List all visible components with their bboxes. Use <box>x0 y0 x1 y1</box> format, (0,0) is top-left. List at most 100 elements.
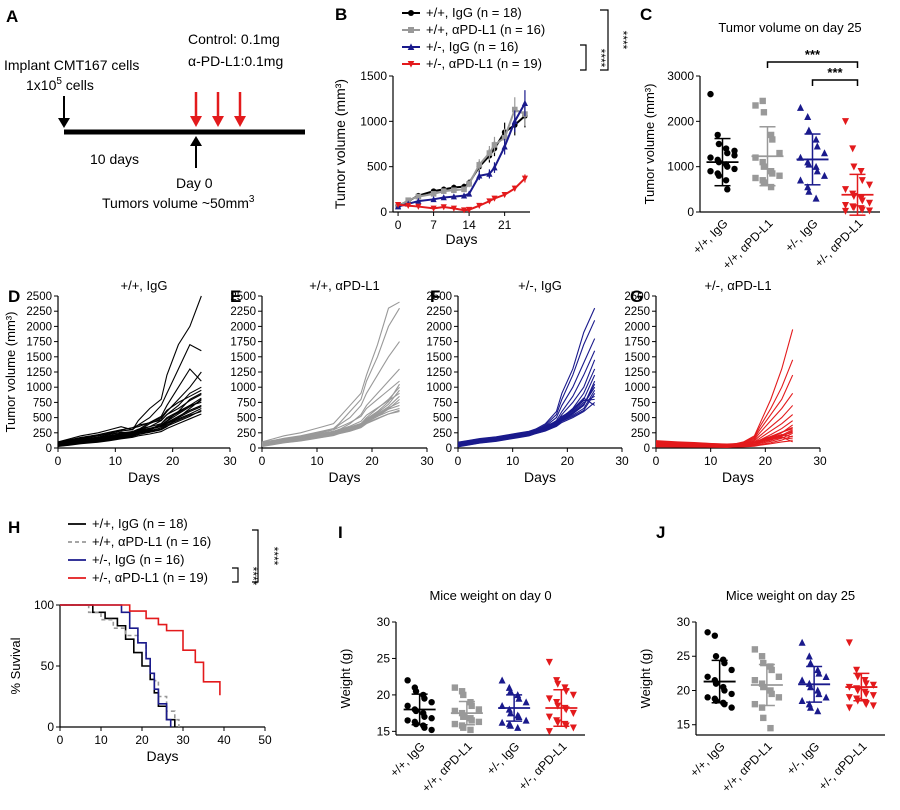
data-point <box>486 170 493 177</box>
data-point <box>813 167 821 175</box>
data-point <box>841 207 850 215</box>
data-point <box>845 694 853 702</box>
x-tick-label: 20 <box>561 454 575 468</box>
data-point <box>767 131 775 139</box>
x-tick-label: 20 <box>759 454 773 468</box>
tumor-volume-text: Tumors volume ~50mm <box>102 195 249 211</box>
y-tick-label: 500 <box>33 413 52 425</box>
data-point <box>554 702 562 710</box>
data-point <box>752 154 759 161</box>
panel-letter-a: A <box>6 7 18 26</box>
x-axis-label: Days <box>329 469 361 485</box>
data-point <box>805 187 813 195</box>
data-point <box>724 149 731 157</box>
x-tick-label: 20 <box>365 454 379 468</box>
panel-letter-g: G <box>630 287 643 306</box>
mouse-line-14 <box>457 401 596 448</box>
legend-marker <box>408 27 414 33</box>
data-point <box>760 179 768 186</box>
data-point <box>769 136 776 143</box>
mouse-line-13 <box>261 389 400 444</box>
data-point <box>814 707 822 715</box>
data-point <box>466 206 473 214</box>
data-point <box>865 181 874 189</box>
data-point <box>421 724 428 731</box>
survival-curve-3 <box>60 604 221 696</box>
data-point <box>731 152 738 159</box>
panel-c-dot-plot: 0 1000 2000 3000 Tumor volume on day 25 Tumor… <box>642 20 880 272</box>
data-point <box>491 164 498 171</box>
data-point <box>554 680 562 688</box>
data-point <box>767 663 774 670</box>
mouse-line-15 <box>457 397 595 443</box>
group-0: +/+, IgG <box>387 677 436 780</box>
data-point <box>865 207 874 215</box>
category-label: +/+, IgG <box>687 739 728 780</box>
panel-letter-d: D <box>8 287 20 306</box>
chart-title: Mice weight on day 0 <box>429 588 551 603</box>
data-point <box>451 684 459 691</box>
data-point <box>751 677 759 684</box>
data-point <box>796 176 805 184</box>
data-point <box>405 197 412 204</box>
legend: +/+, IgG (n = 18) +/+, αPD-L1 (n = 16) +/-… <box>68 516 211 585</box>
data-point <box>804 112 812 120</box>
x-tick-label: 40 <box>217 733 231 747</box>
data-point <box>752 102 759 109</box>
y-tick-label: 0 <box>250 443 256 455</box>
panel-d-individual-growth: 0 10 20 30 0 250 500 750 1000 1250 1500 1750 2000 225… <box>3 278 237 485</box>
legend-label: +/-, IgG (n = 16) <box>426 39 519 54</box>
data-point <box>486 198 493 205</box>
sig-label: **** <box>267 547 281 566</box>
y-tick-label: 0 <box>47 720 54 734</box>
x-axis-label: Days <box>722 469 754 485</box>
sig-bracket <box>232 567 239 583</box>
x-tick-label: 30 <box>813 454 827 468</box>
chart-title: +/-, αPD-L1 <box>704 278 771 293</box>
mouse-line-15 <box>57 394 202 443</box>
data-point <box>768 690 775 698</box>
data-point <box>430 191 437 197</box>
x-tick-label: 30 <box>615 454 629 468</box>
chart-title: +/+, IgG <box>121 278 168 293</box>
mouse-line-18 <box>655 436 793 445</box>
data-point <box>858 197 866 205</box>
mouse-line-17 <box>57 397 202 445</box>
data-point <box>862 700 870 709</box>
y-tick-label: 1750 <box>426 337 452 349</box>
data-point <box>841 118 850 126</box>
data-point <box>760 659 767 667</box>
mouse-line-14 <box>261 409 400 448</box>
legend: +/+, IgG (n = 18) +/+, αPD-L1 (n = 16) +/-… <box>402 5 545 71</box>
legend-marker <box>407 43 415 50</box>
category-label: +/-, αPD-L1 <box>516 739 570 793</box>
y-axis-label: Tumor volume (mm³) <box>3 312 18 433</box>
panel-letter-i: I <box>338 523 343 542</box>
y-tick-label: 1000 <box>230 382 256 394</box>
data-point <box>475 718 483 726</box>
implant-arrow <box>58 96 70 128</box>
data-point <box>854 673 862 681</box>
data-point <box>704 673 711 680</box>
data-point <box>476 202 483 210</box>
y-tick-label: 2250 <box>624 306 650 318</box>
data-point <box>428 715 435 722</box>
y-tick-label: 25 <box>377 651 391 665</box>
y-tick-label: 0 <box>46 443 52 455</box>
y-tick-label: 2250 <box>230 306 256 318</box>
x-axis-label: Days <box>524 469 556 485</box>
x-tick-label: 10 <box>506 454 520 468</box>
data-point <box>820 149 829 157</box>
data-point <box>545 695 553 703</box>
data-point <box>865 199 874 207</box>
group-0: +/+, IgG <box>690 90 739 257</box>
panel-i-dot-plot: 15 20 25 30 Mice weight on day 0 Weight (g) +/… <box>338 588 585 795</box>
x-tick-label: 0 <box>57 733 64 747</box>
panel-e-individual-growth: 0 10 20 30 0 250 500 750 1000 1250 1500 1750 2000 225… <box>230 278 434 468</box>
y-tick-label: 25 <box>677 649 691 663</box>
group-1: +/+, αPD-L1 <box>720 97 784 272</box>
data-point <box>760 683 767 691</box>
y-tick-label: 1750 <box>624 337 650 349</box>
data-point <box>721 687 728 694</box>
